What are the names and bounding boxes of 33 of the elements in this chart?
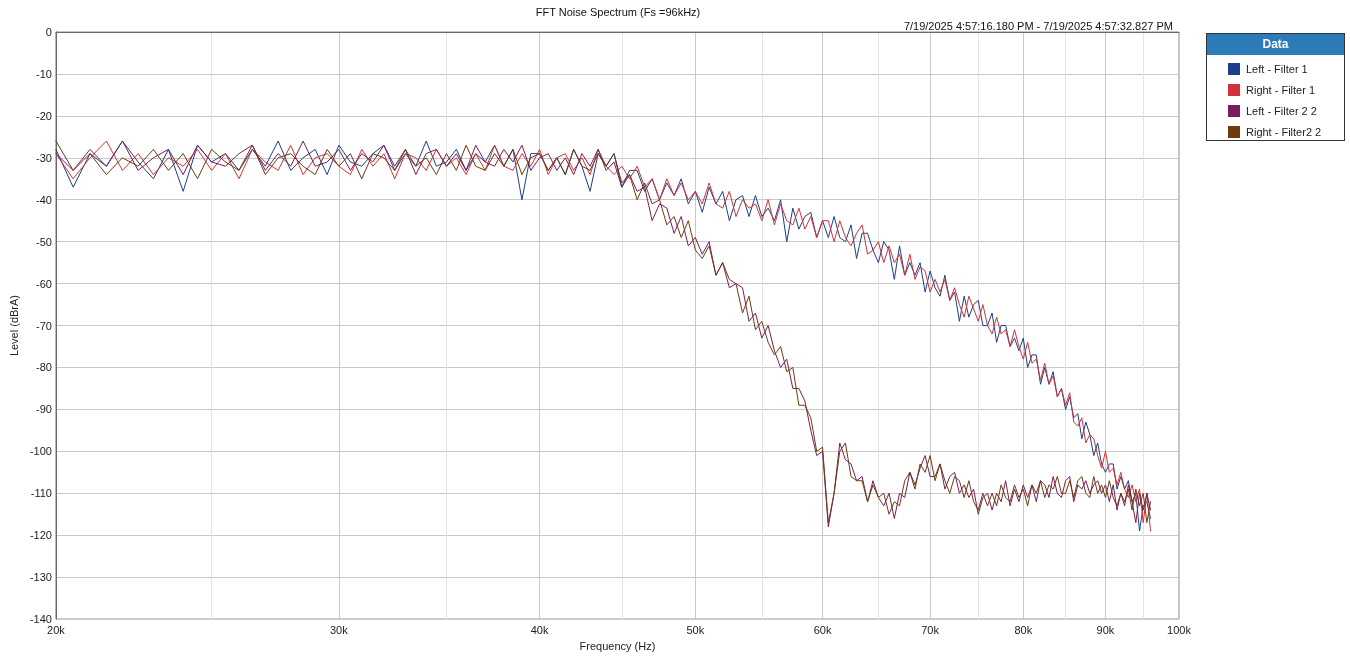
x-tick-label: 70k: [921, 623, 940, 636]
y-tick-label: -40: [36, 193, 52, 206]
x-tick-label: 60k: [813, 623, 832, 636]
y-tick-label: 0: [45, 26, 52, 38]
x-tick-label: 40k: [530, 623, 549, 636]
y-tick-label: -30: [36, 151, 52, 164]
y-tick-label: -20: [36, 109, 52, 122]
y-tick-label: -140: [29, 613, 52, 626]
legend-label: Left - Filter 2 2: [1246, 105, 1317, 117]
y-tick-label: -90: [36, 403, 52, 416]
y-tick-label: -60: [36, 277, 52, 290]
x-tick-label: 100k: [1167, 623, 1192, 636]
y-axis-title: Level (dBrA): [7, 294, 20, 357]
x-tick-label: 30k: [329, 623, 349, 636]
x-tick-label: 50k: [686, 623, 705, 636]
y-tick-label: -10: [36, 67, 52, 80]
y-tick-label: -50: [36, 235, 52, 248]
y-tick-label: -120: [29, 529, 52, 542]
y-tick-label: -110: [30, 487, 52, 500]
legend-label: Right - Filter 1: [1246, 84, 1316, 96]
x-axis-title: Frequency (Hz): [579, 639, 656, 652]
chart-title: FFT Noise Spectrum (Fs =96kHz): [535, 5, 701, 18]
y-tick-label: -100: [29, 445, 52, 458]
x-tick-label: 20k: [47, 623, 66, 636]
legend-title: Data: [1207, 34, 1344, 55]
y-tick-label: -130: [29, 571, 52, 584]
x-tick-label: 90k: [1096, 623, 1115, 636]
x-tick-label: 80k: [1014, 623, 1033, 636]
chart-subtitle: 7/19/2025 4:57:16.180 PM - 7/19/2025 4:57:32.827 PM: [903, 19, 1173, 32]
legend-label: Right - Filter2 2: [1246, 126, 1322, 138]
y-tick-label: -80: [36, 361, 52, 374]
legend-label: Left - Filter 1: [1246, 63, 1308, 75]
y-tick-label: -70: [36, 319, 52, 332]
